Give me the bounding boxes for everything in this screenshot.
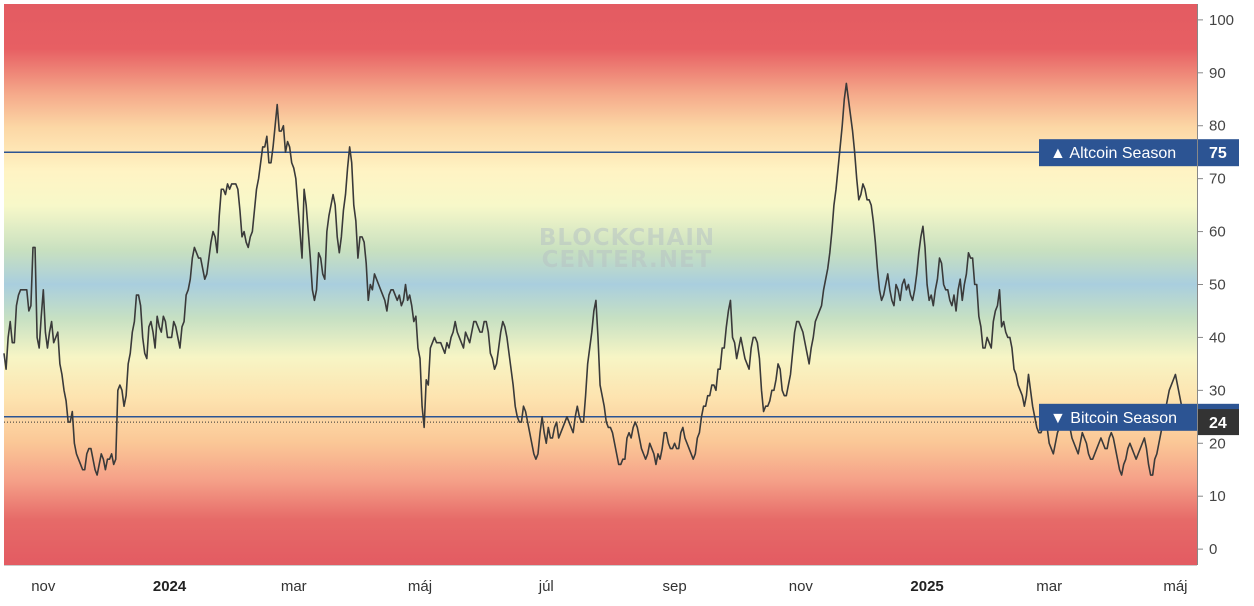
current-value-badge: 24 — [1198, 409, 1239, 436]
x-tick-label: nov — [31, 578, 56, 595]
x-tick-label: mar — [1036, 578, 1062, 595]
x-tick-label: máj — [408, 578, 432, 595]
watermark-line: BLOCKCHAIN — [539, 225, 715, 251]
y-tick-label: 100 — [1209, 12, 1234, 29]
threshold-lines — [4, 151, 1197, 423]
y-tick-label: 60 — [1209, 224, 1226, 241]
y-tick-label: 10 — [1209, 488, 1226, 505]
x-tick-label: nov — [789, 578, 814, 595]
x-tick-label: 2024 — [153, 578, 187, 595]
x-tick-label: 2025 — [910, 578, 943, 595]
index-series-line — [3, 82, 1192, 476]
plot-background — [4, 4, 1197, 565]
x-tick-label: sep — [662, 578, 686, 595]
threshold-label-text: ▲ Altcoin Season — [1050, 145, 1176, 162]
y-tick-label: 20 — [1209, 435, 1226, 452]
y-tick-label: 50 — [1209, 277, 1226, 294]
current-value-text: 24 — [1209, 415, 1227, 432]
current-value-box — [1198, 409, 1239, 436]
threshold-value-badge — [1198, 139, 1239, 167]
y-tick-label: 70 — [1209, 171, 1226, 188]
threshold-label: ▲ Altcoin Season 75 — [1039, 139, 1239, 167]
y-tick-label: 30 — [1209, 382, 1226, 399]
x-tick-label: mar — [281, 578, 307, 595]
y-tick-label: 90 — [1209, 65, 1226, 82]
threshold-label-text: ▼ Bitcoin Season — [1050, 410, 1177, 427]
y-tick-label: 0 — [1209, 541, 1217, 558]
x-tick-label: máj — [1163, 578, 1187, 595]
y-tick-label: 80 — [1209, 118, 1226, 135]
threshold-label-box — [1039, 139, 1197, 167]
y-tick-label: 40 — [1209, 329, 1226, 346]
x-axis: nov 2024 mar máj júl sep nov 2025 mar máj — [31, 578, 1187, 595]
series-layer — [3, 82, 1192, 476]
x-tick-label: júl — [538, 578, 554, 595]
y-axis: 0 10 20 30 40 50 60 70 80 90 100 — [1197, 12, 1234, 558]
threshold-label-box — [1039, 403, 1197, 431]
threshold-value-text: 75 — [1209, 145, 1227, 162]
watermark-line: CENTER.NET — [542, 247, 713, 273]
